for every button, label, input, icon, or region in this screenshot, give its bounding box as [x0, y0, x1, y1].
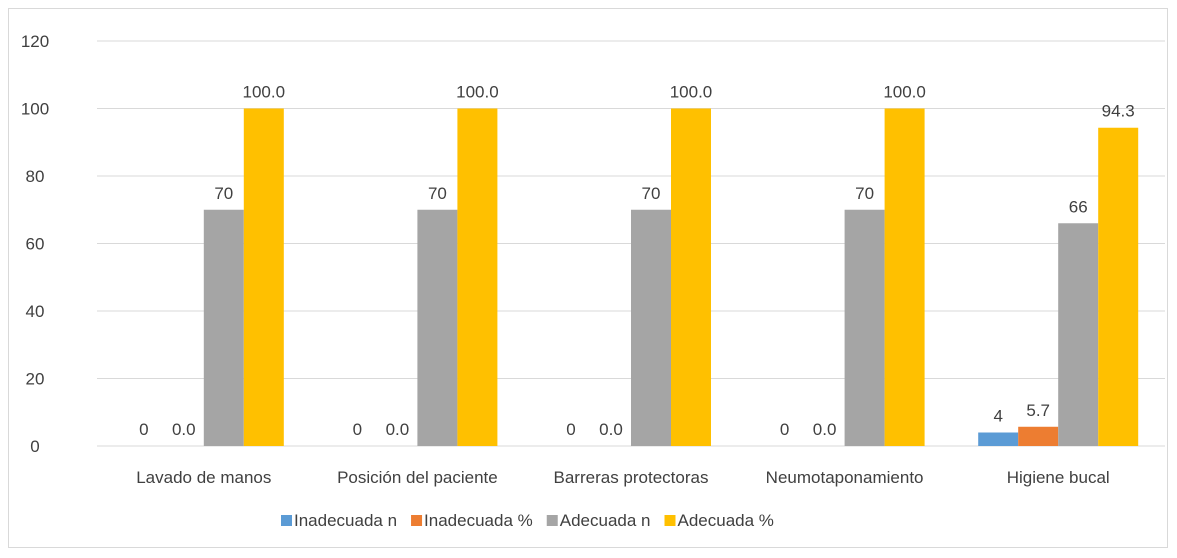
legend: Inadecuada n Inadecuada % Adecuada n Adecua… [281, 511, 774, 530]
chart-frame: 0 20 40 60 80 100 120 0 0.0 70 100.0 0 0.0 70 100.0 0 0… [8, 8, 1168, 548]
bar [1018, 426, 1059, 446]
data-label: 0.0 [813, 420, 837, 439]
bar [884, 108, 925, 446]
y-tick-label: 120 [21, 32, 49, 51]
y-tick-label: 80 [26, 167, 45, 186]
legend-label: Adecuada n [560, 511, 651, 530]
data-label: 0.0 [172, 420, 196, 439]
x-category-label: Lavado de manos [136, 468, 271, 487]
x-category-label: Barreras protectoras [554, 468, 709, 487]
bar [243, 108, 284, 446]
data-label: 70 [428, 184, 447, 203]
bar [457, 108, 498, 446]
data-label: 0 [780, 420, 789, 439]
data-label: 70 [642, 184, 661, 203]
data-label: 70 [214, 184, 233, 203]
y-axis-ticks: 0 20 40 60 80 100 120 [21, 32, 49, 456]
legend-label: Inadecuada n [294, 511, 397, 530]
data-label: 66 [1069, 197, 1088, 216]
x-category-label: Higiene bucal [1007, 468, 1110, 487]
x-category-label: Neumotaponamiento [766, 468, 924, 487]
bar [417, 209, 458, 446]
data-label: 0.0 [599, 420, 623, 439]
data-label: 100.0 [456, 83, 499, 102]
y-tick-label: 60 [26, 235, 45, 254]
data-label: 0 [353, 420, 362, 439]
data-label: 0 [139, 420, 148, 439]
legend-label: Inadecuada % [424, 511, 533, 530]
data-label: 100.0 [670, 83, 713, 102]
legend-swatch [281, 515, 292, 526]
y-tick-label: 40 [26, 302, 45, 321]
y-tick-label: 20 [26, 370, 45, 389]
data-label: 70 [855, 184, 874, 203]
x-axis-categories: Lavado de manos Posición del paciente Barr… [136, 468, 1109, 487]
data-label: 5.7 [1026, 401, 1050, 420]
data-label: 4 [993, 407, 1002, 426]
bar [1098, 127, 1139, 447]
bar [844, 209, 885, 446]
data-label: 100.0 [243, 83, 286, 102]
data-label: 94.3 [1102, 102, 1135, 121]
x-category-label: Posición del paciente [337, 468, 498, 487]
bar [203, 209, 244, 446]
y-tick-label: 0 [30, 437, 39, 456]
data-label: 0 [566, 420, 575, 439]
data-labels: 0 0.0 70 100.0 0 0.0 70 100.0 0 0.0 70 100.0 0 0.0 70 1… [139, 83, 1135, 440]
data-label: 0.0 [386, 420, 410, 439]
y-tick-label: 100 [21, 100, 49, 119]
legend-swatch [664, 515, 676, 526]
bar [978, 432, 1019, 446]
data-label: 100.0 [883, 83, 926, 102]
bar [671, 108, 711, 446]
legend-swatch [546, 515, 558, 526]
bars [203, 108, 1139, 447]
legend-label: Adecuada % [678, 511, 774, 530]
bar [631, 209, 671, 446]
bar [1058, 223, 1099, 446]
legend-swatch [411, 515, 423, 526]
